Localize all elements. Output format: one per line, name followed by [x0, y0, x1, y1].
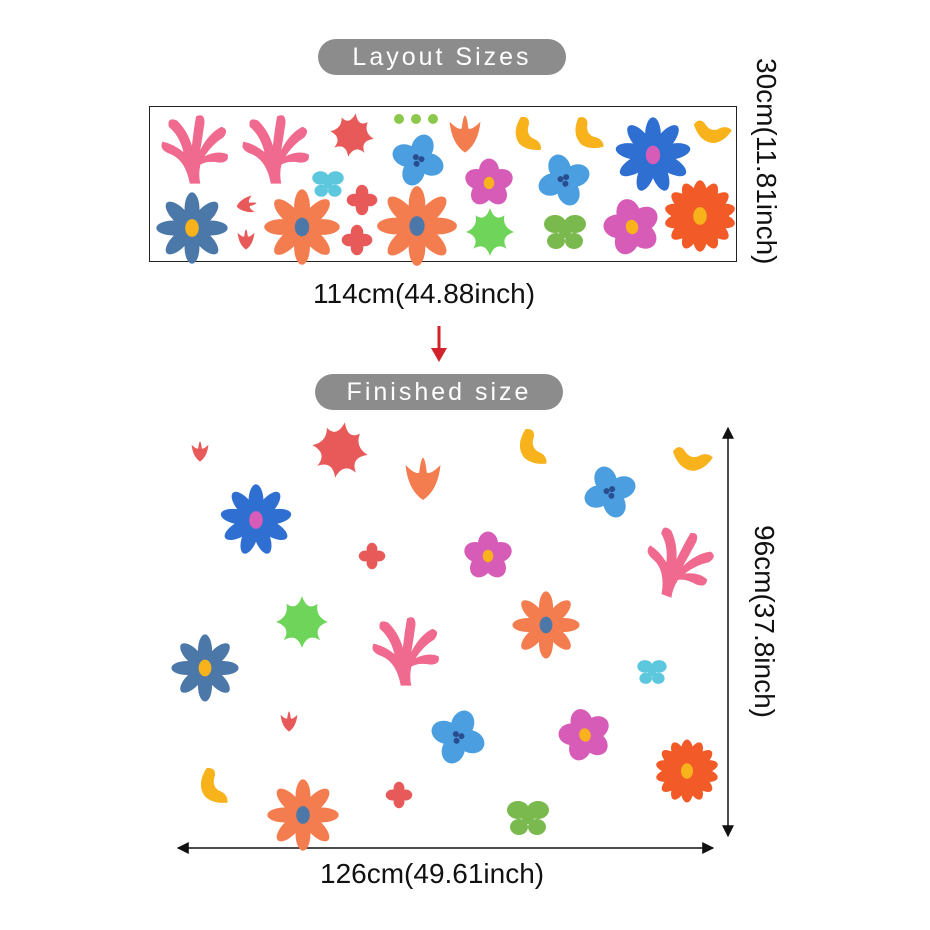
blossom-sticker: [558, 709, 609, 761]
daisy-sticker: [656, 739, 718, 803]
blossom-sticker: [603, 199, 658, 255]
daisy-sticker: [220, 484, 292, 554]
daisy-sticker: [665, 180, 735, 252]
splat-sticker: [276, 596, 328, 648]
daisy-sticker: [615, 117, 691, 191]
leaf-sticker: [200, 768, 228, 803]
tulip-sticker: [405, 457, 441, 500]
coral-sticker: [161, 115, 228, 184]
tulip-sticker: [237, 229, 255, 250]
leaf-sticker: [693, 120, 732, 144]
blossom-sticker: [385, 781, 413, 809]
splat-sticker: [466, 208, 514, 256]
clover-sticker: [637, 660, 667, 684]
layout-width-label: 114cm(44.88inch): [313, 278, 536, 309]
blossom-sticker: [465, 158, 513, 205]
clover-sticker: [544, 215, 586, 249]
clover-sticker: [312, 171, 344, 197]
blossom-sticker: [464, 531, 512, 578]
leaf-sticker: [519, 429, 547, 464]
splat-sticker: [312, 422, 368, 478]
blossom-sticker: [584, 466, 636, 518]
tulip-sticker: [236, 195, 257, 213]
daisy-sticker: [267, 779, 339, 851]
blossom-sticker: [358, 542, 386, 570]
leaf-sticker: [575, 117, 604, 149]
leaf-sticker: [515, 116, 541, 150]
blossom-sticker: [431, 710, 485, 764]
daisy-sticker: [156, 192, 228, 264]
tulip-sticker: [191, 441, 209, 462]
coral-sticker: [372, 617, 439, 686]
tulip-sticker: [280, 711, 298, 732]
daisy-sticker: [377, 186, 457, 266]
finished-width-label: 126cm(49.61inch): [320, 858, 545, 889]
blossom-sticker: [346, 184, 378, 216]
daisy-sticker: [264, 189, 340, 265]
blossom-sticker: [341, 224, 373, 256]
down-arrow-icon: [431, 326, 447, 362]
daisy-sticker: [171, 634, 239, 702]
daisy-sticker: [512, 591, 580, 659]
coral-sticker: [647, 527, 714, 598]
finished-size-label: Finished size: [315, 374, 563, 410]
coral-sticker: [242, 115, 309, 184]
leaf-sticker: [672, 447, 713, 471]
flower-stickers: [156, 113, 735, 851]
clover-sticker: [507, 801, 549, 835]
tulip-sticker: [449, 115, 481, 153]
splat-sticker: [330, 113, 374, 157]
blossom-sticker: [392, 134, 444, 186]
blossom-sticker: [538, 154, 590, 206]
layout-sizes-label: Layout Sizes: [318, 39, 566, 75]
